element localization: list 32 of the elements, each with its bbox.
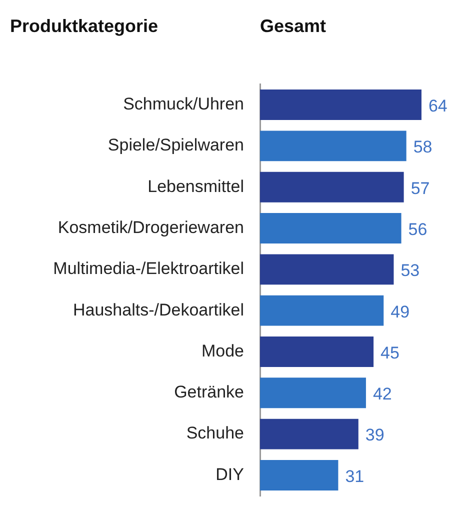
y-tick-label: Schuhe xyxy=(186,424,244,443)
y-tick-label: Schmuck/Uhren xyxy=(123,94,244,114)
data-label: 31 xyxy=(345,466,364,486)
bar xyxy=(260,213,402,244)
data-label: 39 xyxy=(365,426,384,445)
data-label: 57 xyxy=(410,178,430,198)
data-label: 58 xyxy=(413,138,432,157)
y-tick-label: Mode xyxy=(201,341,244,360)
data-label: 42 xyxy=(372,384,392,404)
y-tick-label: Lebensmittel xyxy=(148,176,244,196)
data-label: 45 xyxy=(380,343,400,362)
bar xyxy=(260,378,366,408)
y-tick-label: Kosmetik/Drogeriewaren xyxy=(58,218,244,237)
data-label: 49 xyxy=(390,302,410,322)
bar xyxy=(260,460,338,490)
y-tick-label: Getränke xyxy=(174,382,244,402)
chart-title: Gesamt xyxy=(260,16,326,37)
bar xyxy=(260,336,374,367)
bar xyxy=(260,90,422,120)
bar xyxy=(260,254,394,285)
bar xyxy=(260,418,358,450)
data-label: 53 xyxy=(400,261,420,280)
bar xyxy=(260,172,404,202)
y-tick-label: DIY xyxy=(216,464,244,484)
data-label: 56 xyxy=(408,220,428,239)
y-axis-title: Produktkategorie xyxy=(10,16,158,37)
bar xyxy=(260,295,384,326)
bar xyxy=(260,130,406,162)
y-tick-label: Haushalts-/Dekoartikel xyxy=(72,300,244,320)
y-tick-label: Spiele/Spielwaren xyxy=(108,136,244,155)
data-label: 64 xyxy=(428,96,448,116)
y-tick-label: Multimedia-/Elektroartikel xyxy=(53,259,244,278)
